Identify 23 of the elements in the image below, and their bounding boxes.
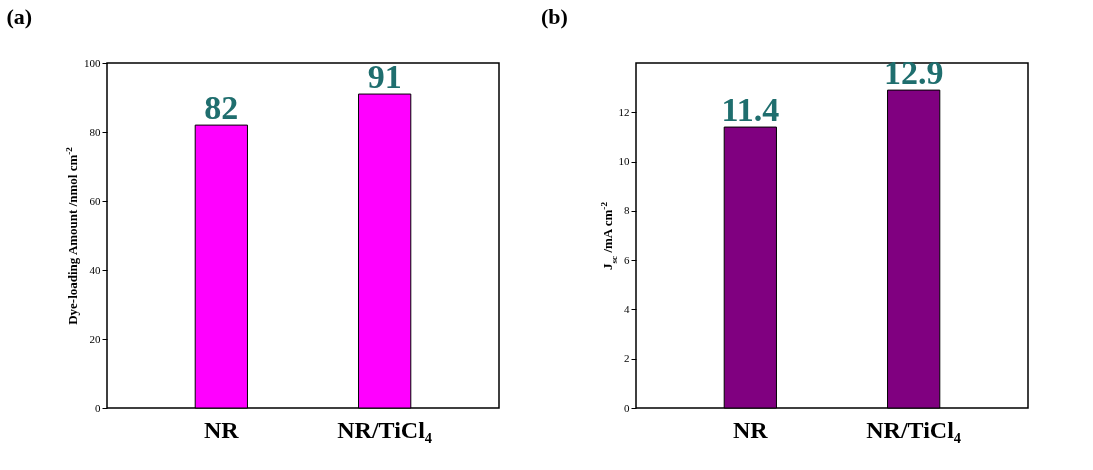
- x-tick-label: NR: [204, 416, 240, 443]
- y-tick-label: 12: [618, 105, 630, 118]
- y-tick-label: 6: [624, 253, 630, 266]
- chart-title: (b): [541, 4, 568, 30]
- x-tick-label: NR/TiCl₄: [866, 416, 962, 443]
- data-label: 91: [367, 58, 402, 96]
- x-tick-label: NR/TiCl₄: [337, 416, 433, 443]
- y-tick-label: 4: [624, 302, 630, 315]
- data-label: 12.9: [883, 54, 944, 92]
- y-tick-label: 0: [95, 401, 101, 414]
- y-tick-label: 60: [89, 194, 101, 207]
- y-tick-label: 20: [89, 332, 101, 345]
- data-label: 82: [204, 89, 239, 127]
- chart-title: (a): [6, 4, 33, 29]
- y-tick-label: 0: [624, 401, 630, 414]
- y-tick-label: 8: [624, 204, 630, 217]
- y-tick-label: 10: [618, 155, 630, 168]
- x-tick-label: NR: [733, 416, 769, 443]
- y-tick-label: 40: [89, 263, 101, 276]
- y-tick-label: 2: [624, 352, 630, 365]
- data-label: 11.4: [721, 91, 780, 129]
- y-tick-label: 100: [84, 56, 101, 69]
- y-tick-label: 80: [89, 125, 101, 138]
